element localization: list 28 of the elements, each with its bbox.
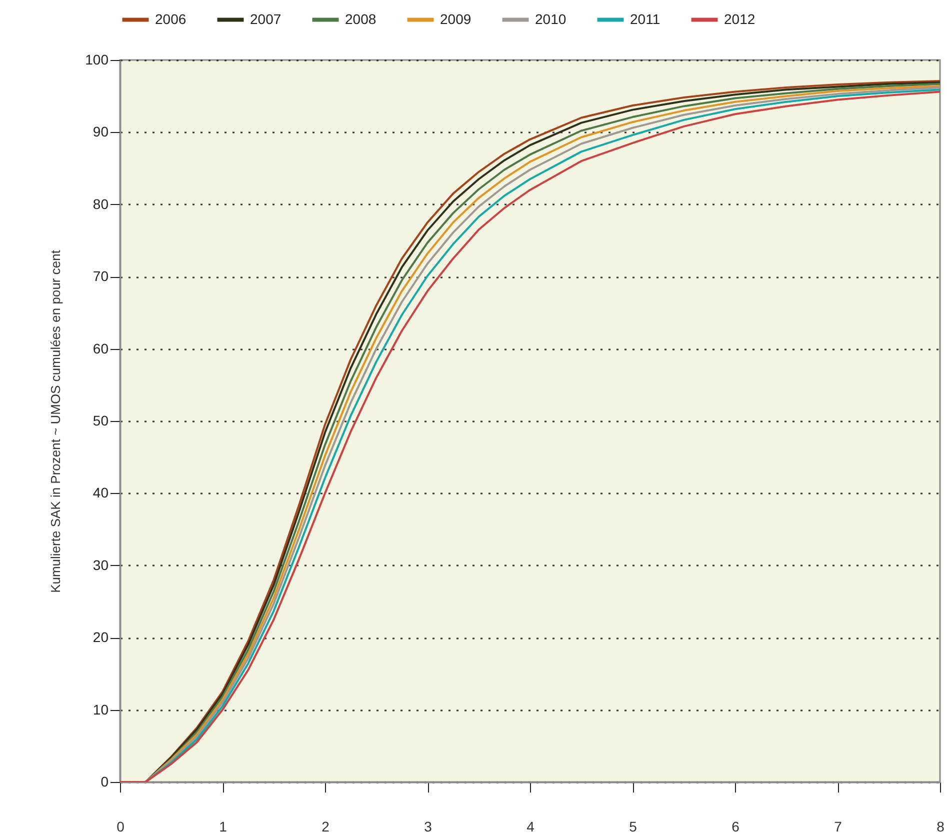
y-tick-label: 40 [92, 484, 109, 501]
y-tick-label: 0 [100, 774, 109, 790]
x-tick-label: 5 [629, 818, 638, 834]
x-tick-label: 8 [936, 818, 945, 834]
x-tick-label: 3 [424, 818, 432, 834]
x-tick-label: 2 [322, 818, 330, 834]
y-tick-label: 10 [92, 701, 109, 718]
x-tick-label: 0 [116, 818, 125, 834]
x-tick-label: 4 [526, 818, 535, 834]
legend-label: 2011 [630, 10, 660, 27]
y-tick-label: 60 [92, 340, 109, 356]
y-tick-label: 90 [92, 124, 109, 140]
legend-label: 2009 [440, 10, 472, 27]
y-tick-label: 70 [92, 268, 109, 284]
legend-label: 2008 [345, 10, 376, 27]
x-tick-label: 6 [732, 818, 740, 834]
y-tick-label: 50 [92, 412, 109, 428]
y-tick-label: 80 [92, 196, 109, 212]
y-axis-title: Kumulierte SAK in Prozent ~ UMOS cumulées en pour cent [48, 250, 64, 593]
x-tick-label: 1 [219, 818, 228, 834]
y-tick-label: 100 [85, 52, 109, 68]
legend-label: 2012 [724, 10, 756, 27]
x-tick-label: 7 [834, 818, 842, 834]
legend-label: 2010 [535, 10, 566, 27]
y-tick-label: 30 [92, 556, 109, 573]
legend-label: 2007 [250, 10, 282, 27]
legend-label: 2006 [155, 10, 186, 27]
y-tick-label: 20 [92, 629, 109, 646]
